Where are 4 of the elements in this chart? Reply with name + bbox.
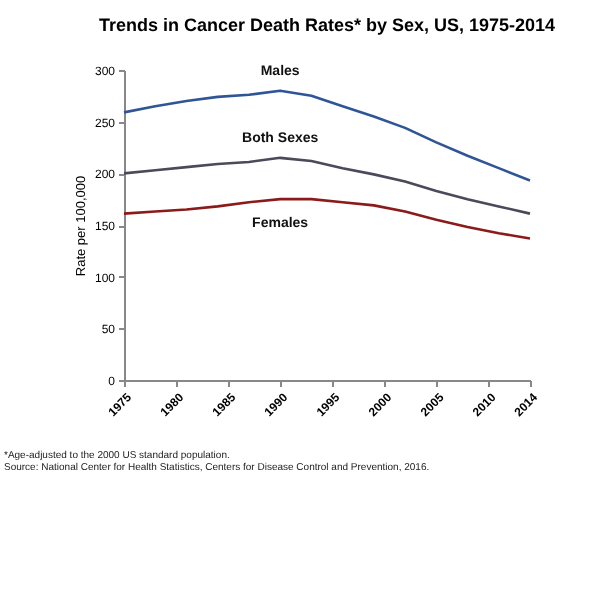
line-series (122, 197, 532, 240)
line-series (122, 156, 532, 215)
line-series (122, 89, 532, 182)
chart-title: Trends in Cancer Death Rates* by Sex, US, 1975-2014 (98, 14, 556, 35)
